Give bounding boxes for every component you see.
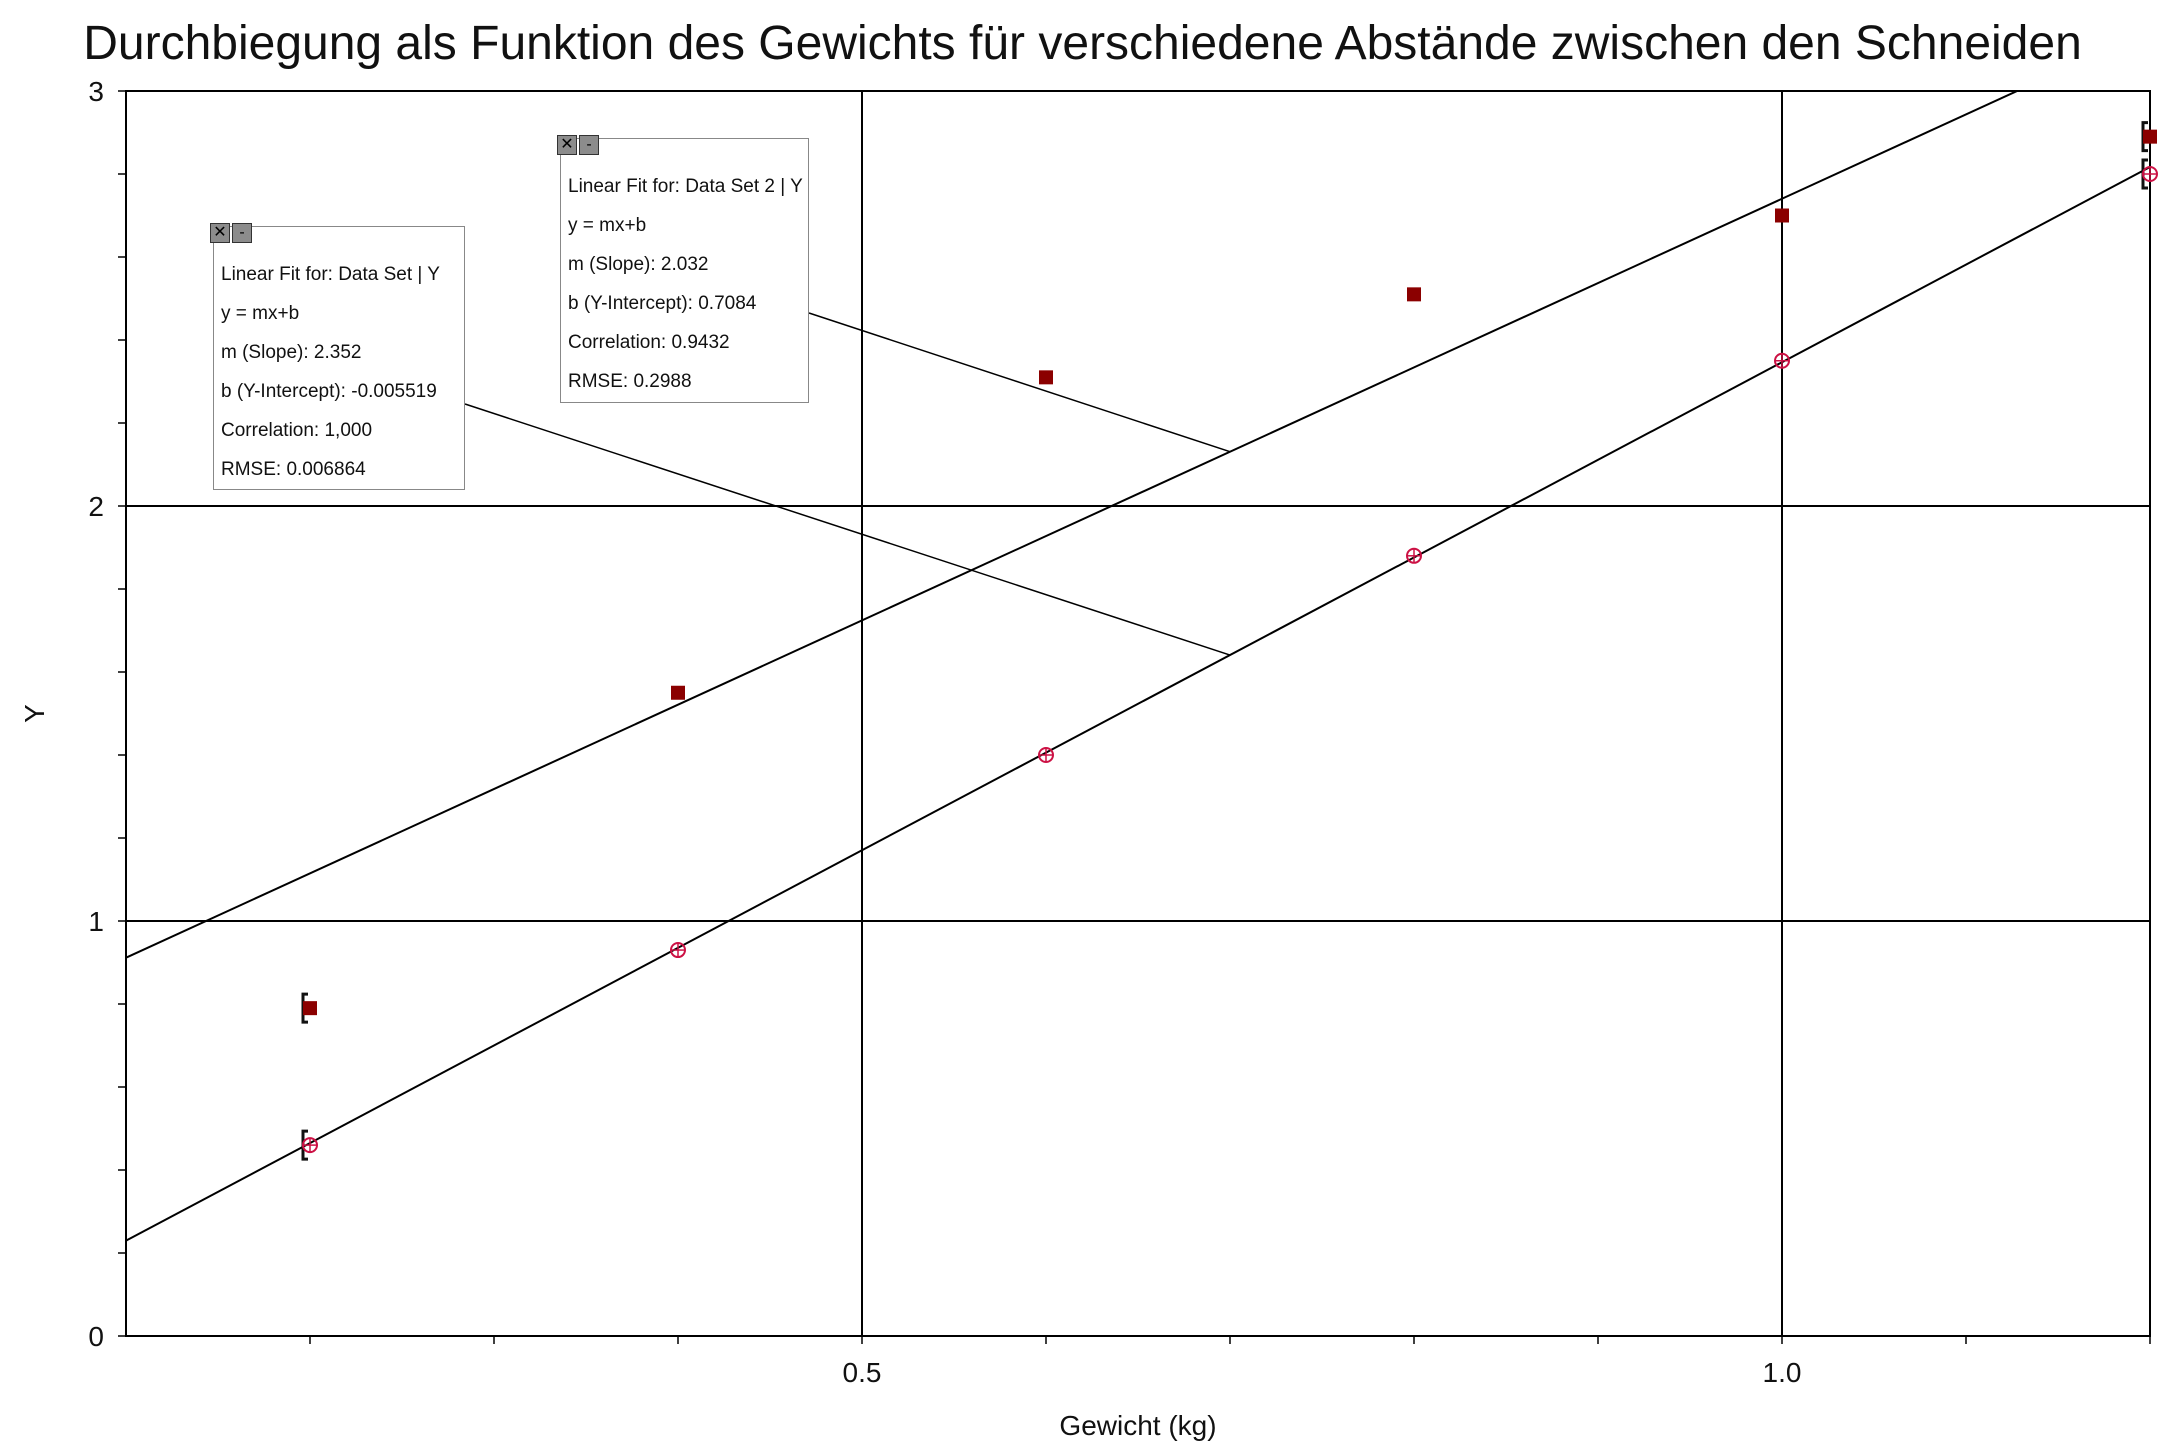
y-tick-label: 1	[88, 906, 104, 937]
fit-info-box-data-set-1[interactable]: ✕ - Linear Fit for: Data Set | Y y = mx+…	[210, 223, 465, 490]
fit-equation: y = mx+b	[568, 215, 647, 236]
data-point-series-1	[302, 1137, 318, 1154]
data-point-series-2	[1407, 287, 1421, 302]
data-point-series-2	[303, 1001, 317, 1016]
y-tick-label: 2	[88, 491, 104, 522]
data-point-series-1	[1774, 352, 1790, 369]
fit-correlation: Correlation: 0.9432	[568, 332, 730, 353]
fit-box-leader-line	[808, 312, 1231, 453]
y-axis-label: Y	[19, 704, 50, 723]
chart-title: Durchbiegung als Funktion des Gewichts f…	[83, 17, 2082, 70]
fit-line-series-2	[126, 91, 2020, 959]
data-point-series-1	[1406, 547, 1422, 564]
data-point-series-2	[671, 685, 685, 700]
fit-correlation: Correlation: 1,000	[221, 420, 373, 441]
x-tick-label: 1.0	[1763, 1357, 1802, 1388]
close-icon[interactable]: ✕	[210, 223, 230, 243]
fit-info-box-data-set-2[interactable]: ✕ - Linear Fit for: Data Set 2 | Y y = m…	[557, 135, 809, 403]
x-axis-label: Gewicht (kg)	[1059, 1410, 1216, 1441]
fit-header: Linear Fit for: Data Set 2 | Y	[568, 176, 803, 197]
data-point-series-2	[1039, 370, 1053, 385]
fit-slope: m (Slope): 2.032	[568, 254, 709, 275]
data-point-series-1	[2142, 166, 2158, 182]
minimize-icon[interactable]: -	[232, 223, 252, 243]
fit-equation: y = mx+b	[221, 303, 300, 324]
x-tick-label: 0.5	[843, 1357, 882, 1388]
fit-rmse: RMSE: 0.006864	[221, 459, 366, 480]
data-point-series-2	[1775, 208, 1789, 223]
fit-box-leader-line	[464, 403, 1231, 656]
data-point-series-2	[2143, 129, 2157, 144]
y-tick-label: 3	[88, 76, 104, 107]
fit-header: Linear Fit for: Data Set | Y	[221, 264, 440, 285]
data-point-series-1	[670, 942, 686, 959]
fit-rmse: RMSE: 0.2988	[568, 371, 692, 392]
fit-line-series-1	[126, 166, 2150, 1242]
fit-intercept: b (Y-Intercept): -0.005519	[221, 381, 437, 402]
minimize-icon[interactable]: -	[579, 135, 599, 155]
y-tick-label: 0	[88, 1321, 104, 1352]
plot-frame	[125, 90, 2151, 1337]
fit-slope: m (Slope): 2.352	[221, 342, 362, 363]
fit-intercept: b (Y-Intercept): 0.7084	[568, 293, 757, 314]
data-point-series-1	[1038, 747, 1054, 763]
close-icon[interactable]: ✕	[557, 135, 577, 155]
